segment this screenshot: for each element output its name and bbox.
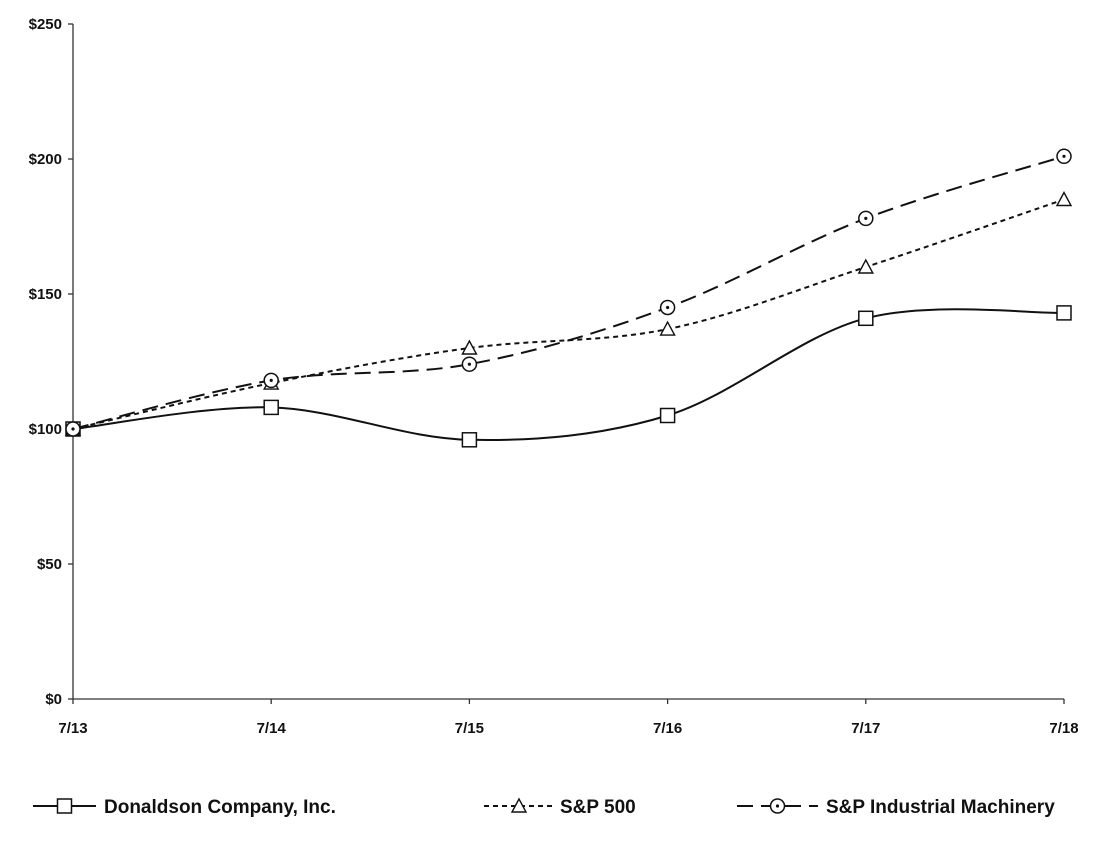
y-tick-label: $50 xyxy=(37,556,62,573)
series-2-point-2 xyxy=(461,356,478,372)
series-line-0 xyxy=(72,308,1065,441)
series-1-point-4 xyxy=(857,258,874,274)
series-0-point-4 xyxy=(858,310,874,327)
legend-marker-1 xyxy=(510,797,528,813)
series-2-point-3 xyxy=(659,299,676,316)
legend-label-0: Donaldson Company, Inc. xyxy=(104,797,336,818)
x-tick-label: 7/13 xyxy=(58,720,87,737)
series-2-point-5 xyxy=(1056,148,1072,165)
x-tick-label: 7/14 xyxy=(257,720,287,737)
series-1-point-3 xyxy=(659,320,676,336)
series-2-point-1-dot xyxy=(269,378,273,382)
series-2-point-4-dot xyxy=(864,216,868,220)
y-tick-label: $150 xyxy=(29,286,62,303)
legend-item-2: S&P Industrial Machinery xyxy=(737,797,1055,818)
series-2-point-5-dot xyxy=(1062,154,1066,158)
y-tick-label: $100 xyxy=(29,421,62,438)
legend-marker-2 xyxy=(769,798,786,814)
x-tick-label: 7/18 xyxy=(1049,720,1078,737)
series-0 xyxy=(65,305,1072,448)
series-2-point-0 xyxy=(65,421,81,437)
legend-marker-0 xyxy=(56,798,73,814)
y-tick-label: $250 xyxy=(29,16,62,33)
series-2-point-4 xyxy=(858,210,874,227)
series-line-2 xyxy=(72,155,1065,430)
legend-label-2: S&P Industrial Machinery xyxy=(826,797,1055,818)
series-0-point-1 xyxy=(263,399,279,416)
series-2-point-3-dot xyxy=(666,305,670,310)
series-1-point-5 xyxy=(1055,191,1073,207)
x-tick-label: 7/17 xyxy=(851,720,880,737)
series-line-1 xyxy=(72,198,1065,430)
series-2-point-2-dot xyxy=(467,362,471,366)
series-1 xyxy=(64,191,1073,436)
series-2 xyxy=(65,148,1072,437)
series-layer xyxy=(64,148,1073,448)
y-tick-label: $200 xyxy=(29,151,62,168)
y-axis-ticks: $0 $50 $100 $150 $200 $250 xyxy=(29,16,73,708)
legend-item-1: S&P 500 xyxy=(484,797,636,818)
series-2-point-0-dot xyxy=(71,427,75,431)
legend: Donaldson Company, Inc. S&P 500 S&P Indust… xyxy=(33,797,1055,818)
legend-item-0: Donaldson Company, Inc. xyxy=(33,797,336,818)
x-axis-ticks: 7/13 7/14 7/15 7/16 7/17 7/18 xyxy=(58,699,1079,737)
x-tick-label: 7/16 xyxy=(653,720,682,737)
series-1-point-2 xyxy=(461,339,478,355)
series-0-point-2 xyxy=(461,432,478,448)
x-tick-label: 7/15 xyxy=(455,720,484,737)
series-0-point-3 xyxy=(659,407,676,424)
legend-label-1: S&P 500 xyxy=(560,797,636,818)
legend-marker-2-dot xyxy=(775,804,780,808)
series-2-point-1 xyxy=(263,372,279,389)
y-tick-label: $0 xyxy=(45,691,62,708)
series-0-point-5 xyxy=(1056,305,1072,321)
